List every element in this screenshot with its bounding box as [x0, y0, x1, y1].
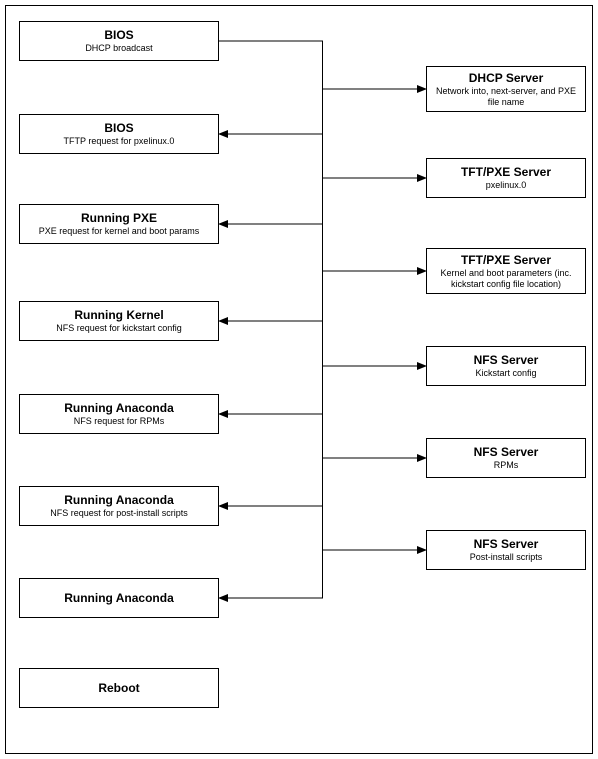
node-subtitle: TFTP request for pxelinux.0 [64, 136, 175, 147]
diagram-container: BIOSDHCP broadcastDHCP ServerNetwork int… [5, 5, 593, 754]
flowchart-node-r3: TFT/PXE ServerKernel and boot parameters… [426, 248, 586, 294]
flowchart-node-l7: Running Anaconda [19, 578, 219, 618]
node-subtitle: RPMs [494, 460, 519, 471]
node-title: NFS Server [474, 445, 539, 459]
flowchart-node-l5: Running AnacondaNFS request for RPMs [19, 394, 219, 434]
node-subtitle: Network into, next-server, and PXE file … [433, 86, 579, 108]
node-subtitle: Kickstart config [475, 368, 536, 379]
node-subtitle: pxelinux.0 [486, 180, 527, 191]
node-title: Running Anaconda [64, 591, 174, 605]
node-title: TFT/PXE Server [461, 165, 551, 179]
flowchart-node-l3: Running PXEPXE request for kernel and bo… [19, 204, 219, 244]
node-title: DHCP Server [469, 71, 543, 85]
node-title: Reboot [98, 681, 139, 695]
node-title: Running PXE [81, 211, 157, 225]
edge-r3-l4 [219, 271, 426, 321]
flowchart-node-l2: BIOSTFTP request for pxelinux.0 [19, 114, 219, 154]
edge-l2-r2 [219, 134, 426, 178]
node-subtitle: NFS request for kickstart config [56, 323, 182, 334]
node-subtitle: Kernel and boot parameters (inc. kicksta… [433, 268, 579, 290]
flowchart-node-r1: DHCP ServerNetwork into, next-server, an… [426, 66, 586, 112]
flowchart-node-l6: Running AnacondaNFS request for post-ins… [19, 486, 219, 526]
edge-r2-l3 [219, 178, 426, 224]
edge-r4-l5 [219, 366, 426, 414]
edge-l6-r6 [219, 506, 426, 550]
edge-r5-l6 [219, 458, 426, 506]
node-title: BIOS [104, 28, 133, 42]
node-subtitle: DHCP broadcast [85, 43, 152, 54]
edge-r6-l7 [219, 550, 426, 598]
flowchart-node-l8: Reboot [19, 668, 219, 708]
node-title: NFS Server [474, 353, 539, 367]
flowchart-node-l1: BIOSDHCP broadcast [19, 21, 219, 61]
edge-l3-r3 [219, 224, 426, 271]
node-subtitle: NFS request for post-install scripts [50, 508, 188, 519]
node-title: NFS Server [474, 537, 539, 551]
edge-r1-l2 [219, 89, 426, 134]
flowchart-node-r4: NFS ServerKickstart config [426, 346, 586, 386]
flowchart-node-r2: TFT/PXE Serverpxelinux.0 [426, 158, 586, 198]
flowchart-node-l4: Running KernelNFS request for kickstart … [19, 301, 219, 341]
flowchart-node-r5: NFS ServerRPMs [426, 438, 586, 478]
node-subtitle: PXE request for kernel and boot params [39, 226, 200, 237]
node-title: Running Kernel [74, 308, 163, 322]
flowchart-node-r6: NFS ServerPost-install scripts [426, 530, 586, 570]
edge-l1-r1 [219, 41, 426, 89]
node-title: Running Anaconda [64, 493, 174, 507]
edge-l5-r5 [219, 414, 426, 458]
edge-l4-r4 [219, 321, 426, 366]
node-title: TFT/PXE Server [461, 253, 551, 267]
node-title: BIOS [104, 121, 133, 135]
node-title: Running Anaconda [64, 401, 174, 415]
node-subtitle: NFS request for RPMs [74, 416, 165, 427]
node-subtitle: Post-install scripts [470, 552, 543, 563]
